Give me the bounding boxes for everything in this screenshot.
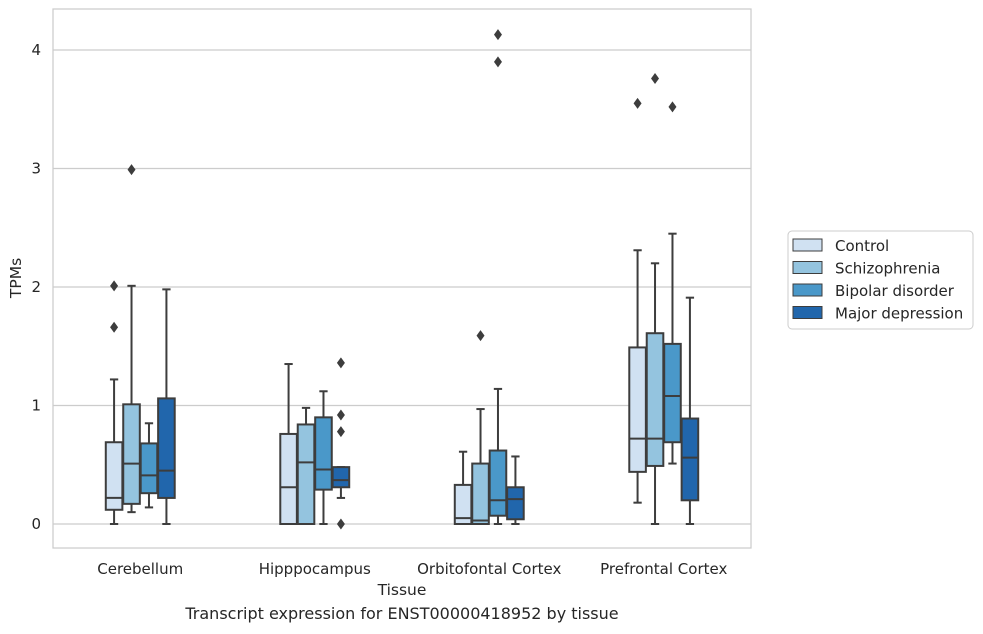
outlier-point (476, 330, 485, 342)
series-group (157, 288, 700, 530)
box-iqr (331, 466, 351, 489)
box-iqr (506, 486, 525, 521)
legend-label: Control (835, 237, 889, 255)
y-tick-label: 2 (31, 278, 41, 296)
outlier-point (493, 29, 502, 41)
outlier-point (336, 426, 345, 438)
outlier-point (110, 321, 119, 333)
legend-frame (787, 230, 974, 330)
box-iqr (139, 442, 159, 495)
box-iqr (157, 397, 176, 499)
legend-swatch (792, 261, 823, 274)
outlier-point (336, 357, 345, 369)
box-iqr (279, 432, 298, 525)
outlier-point (668, 101, 677, 113)
y-tick-label: 4 (31, 41, 41, 59)
outlier-point (493, 56, 502, 68)
legend-swatch (792, 306, 823, 319)
legend-label: Schizophrenia (835, 260, 940, 278)
outlier-point (633, 97, 642, 109)
legend-label: Major depression (835, 305, 963, 323)
y-axis-ticks: 0 1 2 3 4 (31, 41, 41, 533)
box-iqr (680, 417, 700, 502)
y-tick-label: 1 (31, 397, 41, 415)
x-tick-label: Orbitofontal Cortex (417, 560, 561, 578)
outlier-point (651, 72, 660, 84)
legend-label: Bipolar disorder (835, 282, 955, 300)
legend-swatch (792, 283, 823, 297)
y-tick-label: 3 (31, 160, 41, 178)
legend: Control Schizophrenia Bipolar disorder Majo… (787, 230, 974, 330)
box-iqr (628, 346, 647, 473)
chart-caption: Transcript expression for ENST0000041895… (185, 604, 619, 623)
box-iqr (488, 449, 508, 517)
x-axis-title: Tissue (377, 581, 427, 599)
outlier-point (127, 164, 136, 176)
legend-swatch (792, 238, 823, 252)
outlier-point (336, 409, 345, 421)
outlier-point (336, 518, 345, 530)
plot-frame (52, 8, 752, 549)
x-tick-label: Cerebellum (97, 560, 183, 578)
x-tick-label: Hipppocampus (259, 560, 371, 578)
outlier-point (110, 280, 119, 292)
box-iqr (296, 423, 316, 525)
y-tick-label: 0 (31, 515, 41, 533)
x-tick-label: Prefrontal Cortex (600, 560, 727, 578)
box-iqr (663, 342, 682, 444)
box-iqr (122, 403, 141, 505)
y-axis-title: TPMs (7, 258, 25, 299)
box-iqr (471, 462, 490, 526)
box-series (104, 29, 700, 530)
box-iqr (314, 416, 333, 491)
box-iqr (104, 441, 124, 511)
series-group (122, 72, 665, 526)
box-iqr (645, 332, 665, 467)
x-axis-ticks: Cerebellum Hipppocampus Orbitofontal Corte… (97, 560, 727, 578)
